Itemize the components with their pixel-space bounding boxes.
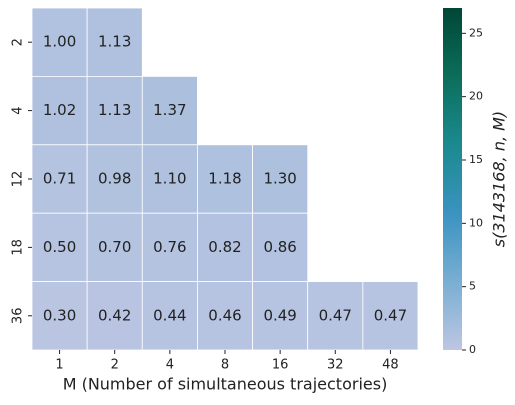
cell-label: 0.47 [319, 306, 352, 324]
y-tick-label: 36 [11, 308, 26, 325]
y-tick-label: 18 [11, 239, 26, 256]
heatmap-cell [141, 76, 198, 146]
x-tick-label: 32 [327, 358, 344, 373]
heatmap-cell [362, 281, 419, 351]
cell-label: 1.13 [98, 33, 131, 51]
heatmap-cell [141, 144, 198, 214]
colorbar-tick-label: 15 [469, 153, 483, 166]
x-tick-label: 1 [55, 358, 63, 373]
x-axis-label: M (Number of simultaneous trajectories) [63, 375, 388, 394]
cell-label: 0.44 [153, 306, 186, 324]
cell-label: 1.02 [43, 101, 76, 119]
heatmap-cell [197, 281, 253, 351]
cell-label: 0.30 [43, 306, 76, 324]
colorbar [443, 8, 462, 350]
cell-label: 1.30 [263, 170, 296, 188]
cell-label: 0.50 [43, 238, 76, 256]
x-tick-label: 48 [382, 358, 399, 373]
heatmap-cell [307, 281, 364, 351]
cell-label: 0.47 [374, 306, 407, 324]
cell-label: 0.98 [98, 170, 131, 188]
cell-label: 0.70 [98, 238, 131, 256]
cell-label: 0.49 [263, 306, 296, 324]
x-tick-label: 4 [166, 358, 174, 373]
cell-label: 1.13 [98, 101, 131, 119]
y-tick-label: 2 [11, 38, 26, 46]
cell-label: 0.76 [153, 238, 186, 256]
cell-label: 0.82 [208, 238, 241, 256]
x-tick-label: 2 [111, 358, 119, 373]
x-tick-label: 8 [221, 358, 229, 373]
colorbar-tick-label: 10 [469, 216, 483, 229]
heatmap-cell [252, 281, 309, 351]
heatmap-cell [86, 7, 143, 77]
heatmap-cell [252, 212, 309, 282]
heatmap-cell [86, 281, 143, 351]
cell-label: 1.00 [43, 33, 76, 51]
y-tick-label: 12 [11, 171, 26, 188]
colorbar-tick-label: 20 [469, 90, 483, 103]
heatmap-cell [31, 76, 88, 146]
heatmap-cell [31, 7, 88, 77]
cell-label: 1.10 [153, 170, 186, 188]
cell-label: 1.18 [208, 170, 241, 188]
heatmap-cell [141, 281, 198, 351]
cell-label: 0.86 [263, 238, 296, 256]
cell-label: 0.71 [43, 170, 76, 188]
heatmap-cell [86, 76, 143, 146]
heatmap-cell [86, 212, 143, 282]
heatmap-cell [197, 212, 253, 282]
heatmap-cell [141, 212, 198, 282]
colorbar-tick-label: 25 [469, 26, 483, 39]
y-tick-label: 4 [11, 106, 26, 114]
cell-label: 0.46 [208, 306, 241, 324]
cell-label: 0.42 [98, 306, 131, 324]
colorbar-tick-label: 5 [469, 280, 476, 293]
cell-label: 1.37 [153, 101, 186, 119]
heatmap-cell [252, 144, 309, 214]
colorbar-tick-label: 0 [469, 343, 476, 356]
heatmap-cell [31, 144, 88, 214]
x-tick-label: 16 [272, 358, 289, 373]
colorbar-label: s(3143168, n, M) [490, 111, 509, 247]
